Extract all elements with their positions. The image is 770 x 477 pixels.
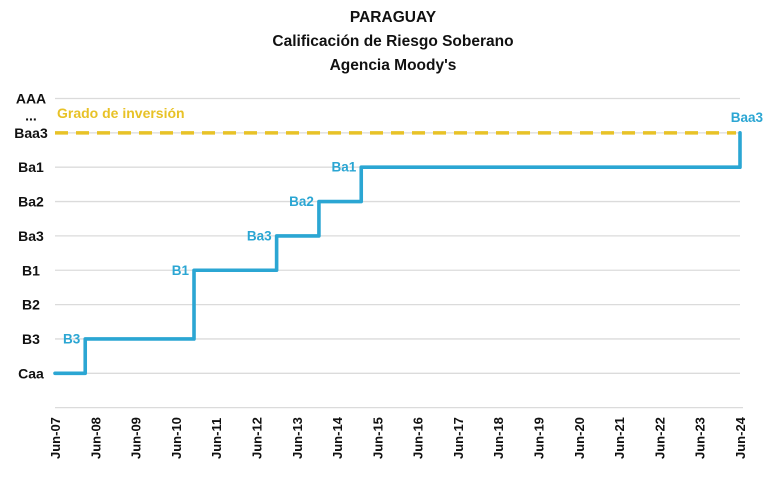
y-axis-label: AAA <box>16 91 46 107</box>
x-tick-label: Jun-15 <box>370 417 385 459</box>
rating-point-label: Ba1 <box>331 160 356 175</box>
x-tick-label: Jun-16 <box>411 417 426 459</box>
chart-title-line1: PARAGUAY <box>349 9 437 26</box>
x-tick-label: Jun-14 <box>330 416 345 459</box>
x-tick-label: Jun-11 <box>209 418 224 459</box>
x-tick-label: Jun-20 <box>572 417 587 459</box>
y-axis-label: Ba2 <box>18 194 44 210</box>
y-axis-label: Ba1 <box>18 159 44 175</box>
rating-point-label: B3 <box>63 331 81 346</box>
rating-point-label: Ba3 <box>247 228 272 243</box>
x-tick-label: Jun-12 <box>249 417 264 459</box>
y-axis-label: B1 <box>22 262 40 278</box>
rating-line <box>53 131 742 376</box>
x-tick-label: Jun-18 <box>491 417 506 459</box>
y-axis-label: Caa <box>18 365 44 381</box>
x-tick-label: Jun-24 <box>733 416 748 459</box>
chart-title-line2: Calificación de Riesgo Soberano <box>272 33 514 50</box>
x-tick-label: Jun-08 <box>88 417 103 459</box>
y-axis-label: B3 <box>22 331 40 347</box>
rating-point-label: B1 <box>172 263 190 278</box>
x-tick-label: Jun-17 <box>451 417 466 459</box>
x-tick-label: Jun-09 <box>129 417 144 459</box>
x-tick-label: Jun-21 <box>612 417 627 459</box>
x-tick-label: Jun-13 <box>290 417 305 459</box>
y-axis-label: Ba3 <box>18 228 44 244</box>
investment-grade-label: Grado de inversión <box>57 105 185 121</box>
x-tick-label: Jun-23 <box>693 417 708 459</box>
y-axis-label: B2 <box>22 297 40 313</box>
x-tick-label: Jun-19 <box>532 417 547 459</box>
y-axis-label: Baa3 <box>14 125 48 141</box>
y-axis-label: ... <box>25 108 37 124</box>
chart-title: PARAGUAY Calificación de Riesgo Soberano… <box>16 6 770 78</box>
rating-point-label: Baa3 <box>731 110 764 125</box>
chart-title-line3: Agencia Moody's <box>329 57 457 74</box>
x-tick-label: Jun-22 <box>652 417 667 459</box>
x-tick-label: Jun-07 <box>48 417 63 459</box>
rating-point-label: Ba2 <box>289 194 314 209</box>
x-tick-label: Jun-10 <box>169 417 184 459</box>
